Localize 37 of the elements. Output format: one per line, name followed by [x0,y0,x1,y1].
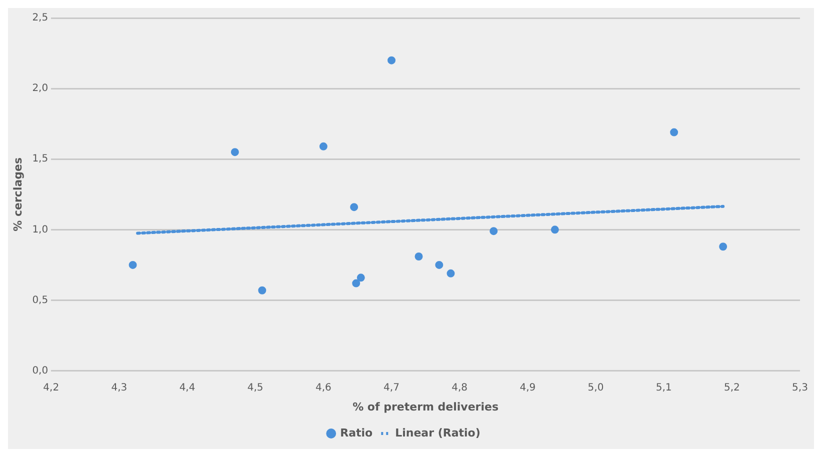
x-tick-label: 5,1 [656,382,672,394]
x-tick-label: 4,7 [384,382,400,394]
point [446,269,455,278]
x-tick-label: 5,2 [724,382,740,394]
y-tick-label: 1,5 [32,154,48,165]
point [319,142,328,150]
point [230,148,239,156]
point [356,274,365,282]
point [350,203,358,212]
x-tick-label: 4,6 [315,382,332,394]
y-tick-label: 2,5 [32,12,48,24]
x-tick-label: 4,9 [520,382,536,394]
point [414,252,423,260]
y-tick-label: 0,5 [32,294,48,306]
point [670,128,678,136]
x-tick-label: 5,0 [588,382,604,394]
point [352,279,360,288]
y-tick-label: 2,0 [32,83,48,94]
y-axis-title: % cerclages [11,157,24,232]
x-tick-label: 4,5 [247,382,264,394]
point [435,260,444,269]
legend-label: Ratio [340,426,374,440]
point [490,227,498,236]
point [388,56,396,64]
x-axis-title: % of preterm deliveries [352,400,499,414]
point [258,286,266,294]
x-tick-label: 4,8 [452,382,468,394]
y-tick-label: 1,0 [32,224,48,236]
point [128,260,137,269]
legend-label: Linear (Ratio) [395,426,480,440]
x-tick-label: 4,3 [111,382,128,394]
x-tick-label: 5,3 [792,382,808,394]
point [719,242,728,251]
x-tick-label: 4,4 [179,382,196,394]
point [550,226,559,234]
y-tick-label: 0,0 [32,365,48,376]
x-tick-label: 4,2 [43,382,60,394]
